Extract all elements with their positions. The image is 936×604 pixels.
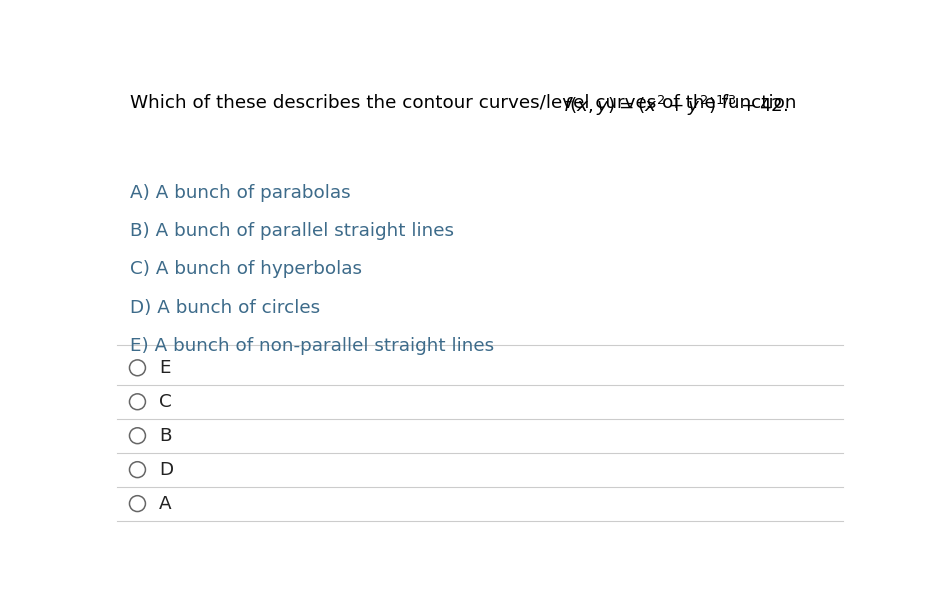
Text: Which of these describes the contour curves/level curves of the function: Which of these describes the contour cur… — [130, 94, 802, 111]
Text: A: A — [159, 495, 171, 513]
Text: A) A bunch of parabolas: A) A bunch of parabolas — [130, 184, 350, 202]
Text: C: C — [159, 393, 172, 411]
Text: $f(x, y) = (x^2 + y^2)^{1/3} + 42.$: $f(x, y) = (x^2 + y^2)^{1/3} + 42.$ — [563, 94, 787, 118]
Text: E) A bunch of non-parallel straight lines: E) A bunch of non-parallel straight line… — [130, 336, 494, 355]
Text: D) A bunch of circles: D) A bunch of circles — [130, 298, 320, 316]
Text: D: D — [159, 461, 173, 478]
Text: C) A bunch of hyperbolas: C) A bunch of hyperbolas — [130, 260, 362, 278]
Text: B: B — [159, 426, 171, 445]
Text: B) A bunch of parallel straight lines: B) A bunch of parallel straight lines — [130, 222, 454, 240]
Text: E: E — [159, 359, 170, 377]
